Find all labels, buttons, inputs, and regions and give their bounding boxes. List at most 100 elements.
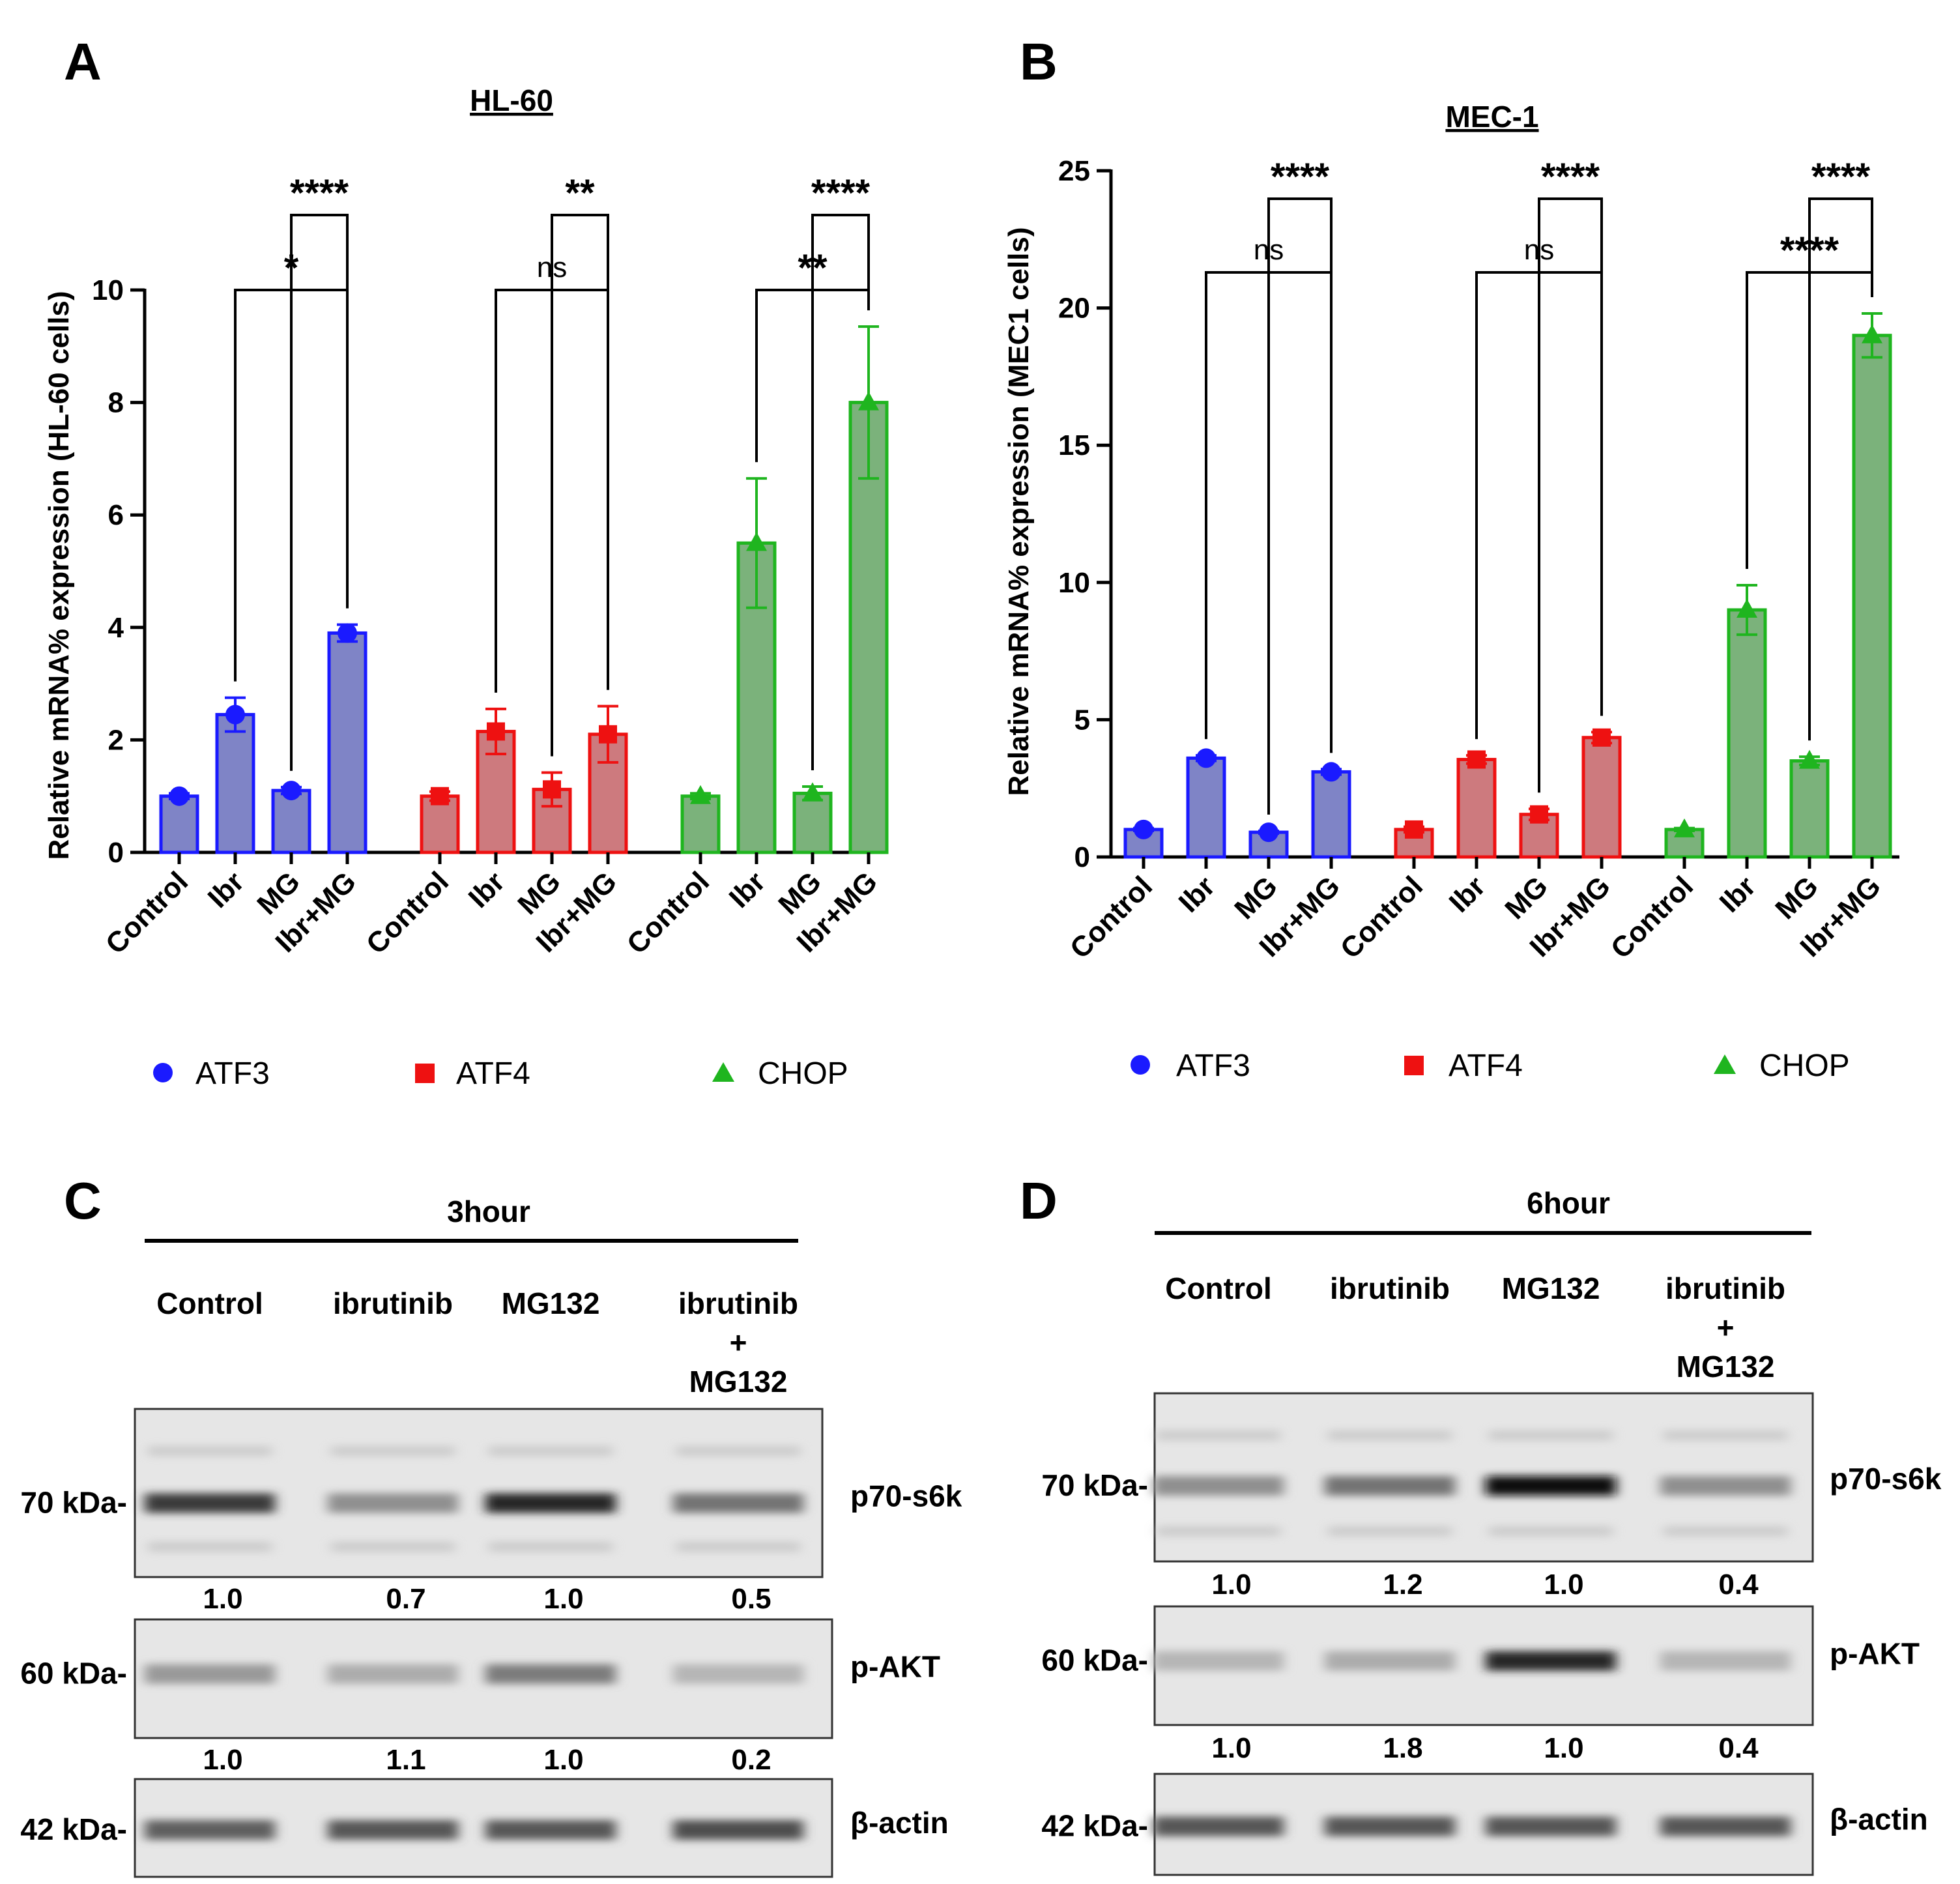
legend-atf3-label: ATF3 xyxy=(195,1056,270,1091)
background-band xyxy=(1328,1430,1452,1441)
lane-header: ibrutinib xyxy=(1665,1271,1785,1305)
band-quantification: 1.2 xyxy=(1383,1569,1422,1601)
data-point xyxy=(1259,822,1278,843)
legend-atf4-marker xyxy=(415,1064,435,1083)
band-quantification: 1.0 xyxy=(543,1744,583,1776)
legend-chop-marker xyxy=(712,1062,734,1082)
protein-band xyxy=(673,1664,803,1684)
x-category-label: MG xyxy=(1769,870,1824,925)
background-band xyxy=(148,1541,272,1552)
chart-b-legend: ATF3 ATF4 CHOP xyxy=(1131,1049,1850,1083)
background-band xyxy=(1489,1430,1613,1441)
y-tick-label: 20 xyxy=(1058,293,1090,325)
background-band xyxy=(676,1445,800,1456)
x-category-label: Control xyxy=(1334,870,1429,964)
legend-chop-marker xyxy=(1714,1054,1736,1074)
lane-header: MG132 xyxy=(689,1365,788,1399)
background-band xyxy=(1157,1430,1280,1441)
protein-label: p-AKT xyxy=(850,1650,940,1684)
protein-band xyxy=(485,1820,616,1840)
band-quantification: 0.7 xyxy=(386,1583,425,1615)
band-quantification: 1.0 xyxy=(1211,1732,1251,1764)
x-category-label: MG xyxy=(1228,870,1284,925)
background-band xyxy=(1664,1526,1787,1537)
bar-chop-control xyxy=(1664,828,1705,859)
significance-label: **** xyxy=(1811,156,1871,198)
data-point xyxy=(1592,728,1611,747)
significance-label: **** xyxy=(811,172,871,214)
bar-chop-mg xyxy=(792,791,833,854)
western-blot-d: 6hour Control ibrutinib MG132 ibrutinib + MG1… xyxy=(1041,1186,1942,1876)
data-point xyxy=(858,391,879,411)
background-band xyxy=(489,1445,612,1456)
lane-header: Control xyxy=(1165,1271,1272,1305)
y-tick-label: 25 xyxy=(1058,155,1090,187)
data-point xyxy=(1737,598,1757,618)
data-point xyxy=(543,780,561,799)
lane-header: ibrutinib xyxy=(333,1286,453,1320)
band-quantification: 1.0 xyxy=(1544,1732,1583,1764)
x-category-label: Control xyxy=(621,865,715,960)
lane-header: + xyxy=(730,1326,747,1359)
chart-b-y-axis-label: Relative mRNA% expression (MEC1 cells) xyxy=(1003,227,1035,796)
protein-band xyxy=(673,1820,803,1840)
x-category-label: Control xyxy=(1605,870,1699,964)
panel-label-c: C xyxy=(64,1172,102,1230)
protein-band xyxy=(1660,1651,1791,1671)
band-quantification: 1.0 xyxy=(203,1744,242,1776)
data-point xyxy=(487,722,505,741)
x-category-label: Ibr xyxy=(1173,870,1221,918)
x-category-label: Control xyxy=(360,865,455,960)
chart-a: HL-60 Relative mRNA% expression (HL-60 c… xyxy=(43,83,889,961)
data-point xyxy=(1467,750,1486,769)
bar-atf3-ibr xyxy=(215,713,255,854)
significance-bracket xyxy=(551,214,609,757)
protein-band xyxy=(1660,1475,1791,1496)
significance-label: **** xyxy=(290,172,349,214)
lane-header: Control xyxy=(156,1286,263,1320)
molecular-weight-marker: 70 kDa- xyxy=(1041,1468,1148,1502)
protein-band xyxy=(1325,1651,1455,1671)
panel-label-d: D xyxy=(1020,1172,1058,1230)
bar-atf3-ibr-mg xyxy=(1311,770,1351,859)
protein-label: p-AKT xyxy=(1830,1637,1920,1671)
significance-bracket xyxy=(1808,197,1873,741)
blot-c-time-label: 3hour xyxy=(447,1195,530,1228)
y-tick-label: 0 xyxy=(108,837,124,869)
western-blot-c: 3hour Control ibrutinib MG132 ibrutinib + MG1… xyxy=(20,1195,962,1878)
protein-band xyxy=(1325,1475,1455,1496)
bar-atf3-ibr-mg xyxy=(327,631,368,854)
protein-label: β-actin xyxy=(850,1806,949,1840)
data-point xyxy=(599,725,617,744)
lane-header: MG132 xyxy=(1502,1271,1600,1305)
significance-bracket xyxy=(1267,197,1333,815)
x-category-label: Ibr xyxy=(1714,870,1762,918)
lane-header: + xyxy=(1717,1311,1735,1344)
data-point xyxy=(1674,818,1695,837)
band-quantification: 0.2 xyxy=(731,1744,771,1776)
chart-a-title: HL-60 xyxy=(470,83,553,117)
data-point xyxy=(1799,749,1820,769)
blot-d-time-label: 6hour xyxy=(1527,1186,1610,1220)
x-category-label: Control xyxy=(1064,870,1159,964)
y-tick-label: 5 xyxy=(1074,704,1090,736)
lane-header: MG132 xyxy=(502,1286,600,1320)
background-band xyxy=(331,1541,455,1552)
lane-header: MG132 xyxy=(1677,1350,1775,1384)
x-category-label: Ibr xyxy=(463,865,511,914)
band-quantification: 1.0 xyxy=(1544,1569,1583,1601)
protein-band xyxy=(1486,1816,1616,1836)
band-quantification: 0.4 xyxy=(1718,1732,1759,1764)
protein-band xyxy=(485,1493,616,1513)
data-point xyxy=(1134,819,1153,839)
protein-band xyxy=(1660,1816,1791,1836)
protein-band xyxy=(145,1664,275,1684)
data-point xyxy=(746,532,767,551)
background-band xyxy=(1489,1526,1613,1537)
lane-header: ibrutinib xyxy=(1330,1271,1450,1305)
protein-label: p70-s6k xyxy=(850,1479,962,1513)
chart-a-legend: ATF3 ATF4 CHOP xyxy=(153,1056,848,1091)
lane-header: ibrutinib xyxy=(678,1286,798,1320)
data-point xyxy=(281,781,301,801)
protein-band xyxy=(1486,1651,1616,1671)
